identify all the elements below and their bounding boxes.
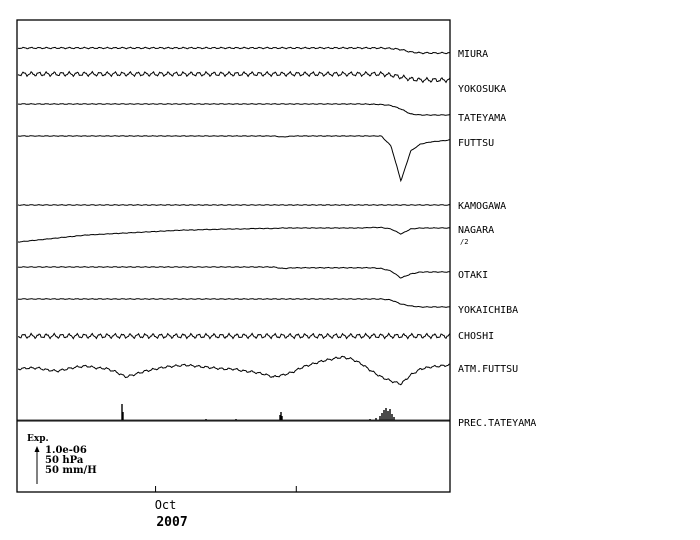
series-line-yokaichiba [17,298,451,308]
scale-strain: 1.0e-06 [45,445,87,456]
series-sublabel-nagara: /2 [460,238,468,246]
series-line-choshi [18,332,451,340]
series-label-futtsu: FUTTSU [458,138,494,149]
series-line-yokosuka [17,70,451,84]
x-tick-label: Oct [155,498,177,512]
series-traces [17,46,451,386]
series-line-otaki [17,266,450,279]
scale-arrow-icon [34,446,40,452]
plot-frame [16,19,451,493]
series-label-choshi: CHOSHI [458,331,494,342]
series-line-miura [17,46,451,55]
series-label-atm-futtsu: ATM.FUTTSU [458,364,518,375]
series-label-nagara: NAGARA [458,225,494,236]
scale-pressure: 50 hPa [45,455,84,466]
series-label-tateyama: TATEYAMA [458,113,506,124]
series-line-nagara [17,226,451,243]
series-label-yokosuka: YOKOSUKA [458,84,506,95]
series-line-atm-futtsu [17,355,451,386]
scale-precip: 50 mm/H [45,465,97,476]
series-label-miura: MIURA [458,49,488,60]
series-label-otaki: OTAKI [458,270,488,281]
x-axis: 2007 Oct [155,486,297,530]
series-label-prec-tateyama: PREC.TATEYAMA [458,418,536,429]
series-label-yokaichiba: YOKAICHIBA [458,305,518,316]
series-line-futtsu [17,135,450,183]
series-line-kamogawa [17,204,451,206]
scale-legend: Exp. 1.0e-06 50 hPa 50 mm/H [27,434,97,484]
precip-bars [121,404,395,420]
x-axis-year: 2007 [156,515,187,530]
series-label-kamogawa: KAMOGAWA [458,201,506,212]
series-labels: MIURA YOKOSUKA TATEYAMA FUTTSU KAMOGAWA NAGAR… [458,49,536,429]
series-line-tateyama [18,103,451,116]
scale-legend-title: Exp. [27,434,49,444]
